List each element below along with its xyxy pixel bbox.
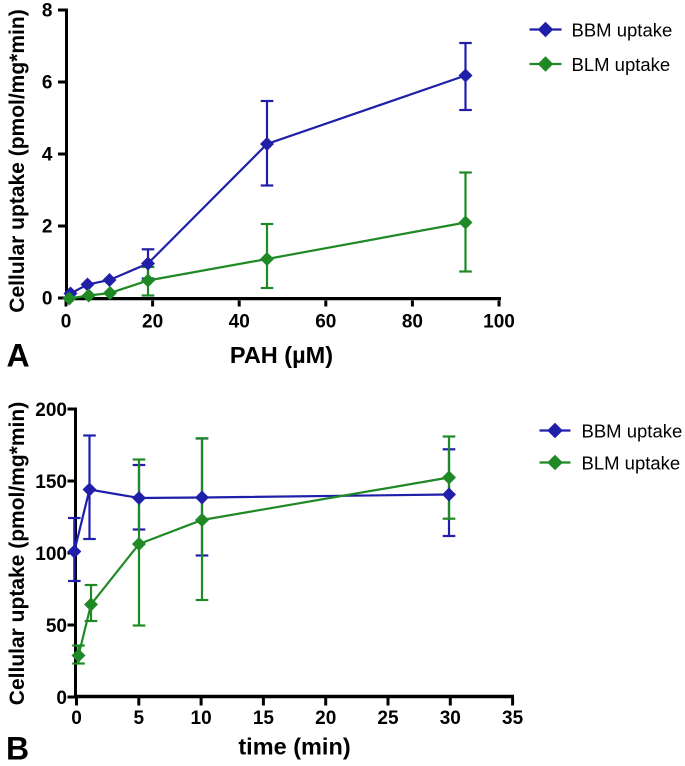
svg-text:PAH (µM): PAH (µM) xyxy=(230,342,333,368)
svg-text:40: 40 xyxy=(229,312,250,333)
svg-text:150: 150 xyxy=(35,472,67,493)
svg-text:60: 60 xyxy=(315,312,336,333)
svg-text:80: 80 xyxy=(402,312,423,333)
svg-text:BLM uptake: BLM uptake xyxy=(572,54,671,75)
svg-text:2: 2 xyxy=(42,217,53,238)
svg-text:time (min): time (min) xyxy=(238,734,350,760)
svg-text:Cellular uptake (pmol/mg*min): Cellular uptake (pmol/mg*min) xyxy=(6,402,29,705)
svg-text:100: 100 xyxy=(35,544,67,565)
svg-text:50: 50 xyxy=(46,616,67,637)
svg-text:0: 0 xyxy=(71,708,82,729)
svg-text:8: 8 xyxy=(42,1,53,22)
svg-text:0: 0 xyxy=(42,289,53,310)
svg-text:A: A xyxy=(7,338,30,374)
svg-text:0: 0 xyxy=(56,688,67,709)
svg-text:25: 25 xyxy=(377,708,399,729)
svg-text:30: 30 xyxy=(440,708,461,729)
svg-text:BBM uptake: BBM uptake xyxy=(572,19,673,40)
svg-text:Cellular uptake (pmol/mg*min): Cellular uptake (pmol/mg*min) xyxy=(6,9,29,312)
svg-text:0: 0 xyxy=(61,312,72,333)
svg-text:20: 20 xyxy=(142,312,163,333)
svg-text:15: 15 xyxy=(253,708,275,729)
svg-text:B: B xyxy=(6,731,29,766)
svg-text:100: 100 xyxy=(483,312,515,333)
svg-text:BLM uptake: BLM uptake xyxy=(582,452,681,473)
svg-text:20: 20 xyxy=(315,708,336,729)
svg-text:4: 4 xyxy=(42,145,53,166)
svg-text:200: 200 xyxy=(35,400,67,421)
svg-text:BBM uptake: BBM uptake xyxy=(582,420,683,441)
svg-text:6: 6 xyxy=(42,73,53,94)
svg-text:35: 35 xyxy=(502,708,524,729)
svg-text:5: 5 xyxy=(134,708,145,729)
svg-text:10: 10 xyxy=(191,708,212,729)
